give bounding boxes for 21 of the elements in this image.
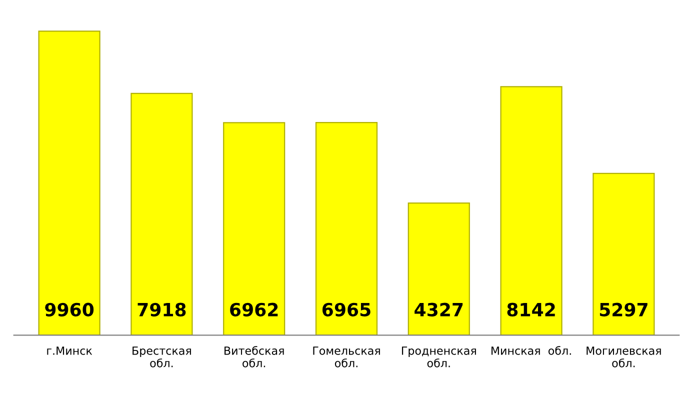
bar [223,122,286,336]
x-tick-label: Витебская обл. [224,346,284,368]
data-label: 4327 [414,302,463,316]
x-tick-label: Гродненская обл. [402,346,476,368]
bar [408,202,470,336]
x-tick-label: Минская обл. [492,346,571,355]
data-label: 5297 [600,302,648,316]
data-label: 8142 [507,302,555,316]
bar [315,122,378,336]
x-tick-label: Брестская обл. [132,346,191,368]
x-tick-label: Могилевская обл. [586,346,661,368]
bar [130,92,193,336]
bar [500,86,562,336]
x-tick-label: г.Минск [47,346,92,355]
data-label: 6962 [230,302,278,316]
data-label: 6965 [322,302,370,316]
bar [592,172,655,336]
data-label: 7918 [138,302,186,316]
bar [38,30,100,336]
x-tick-label: Гомельская обл. [313,346,380,368]
data-label: 9960 [45,302,94,316]
